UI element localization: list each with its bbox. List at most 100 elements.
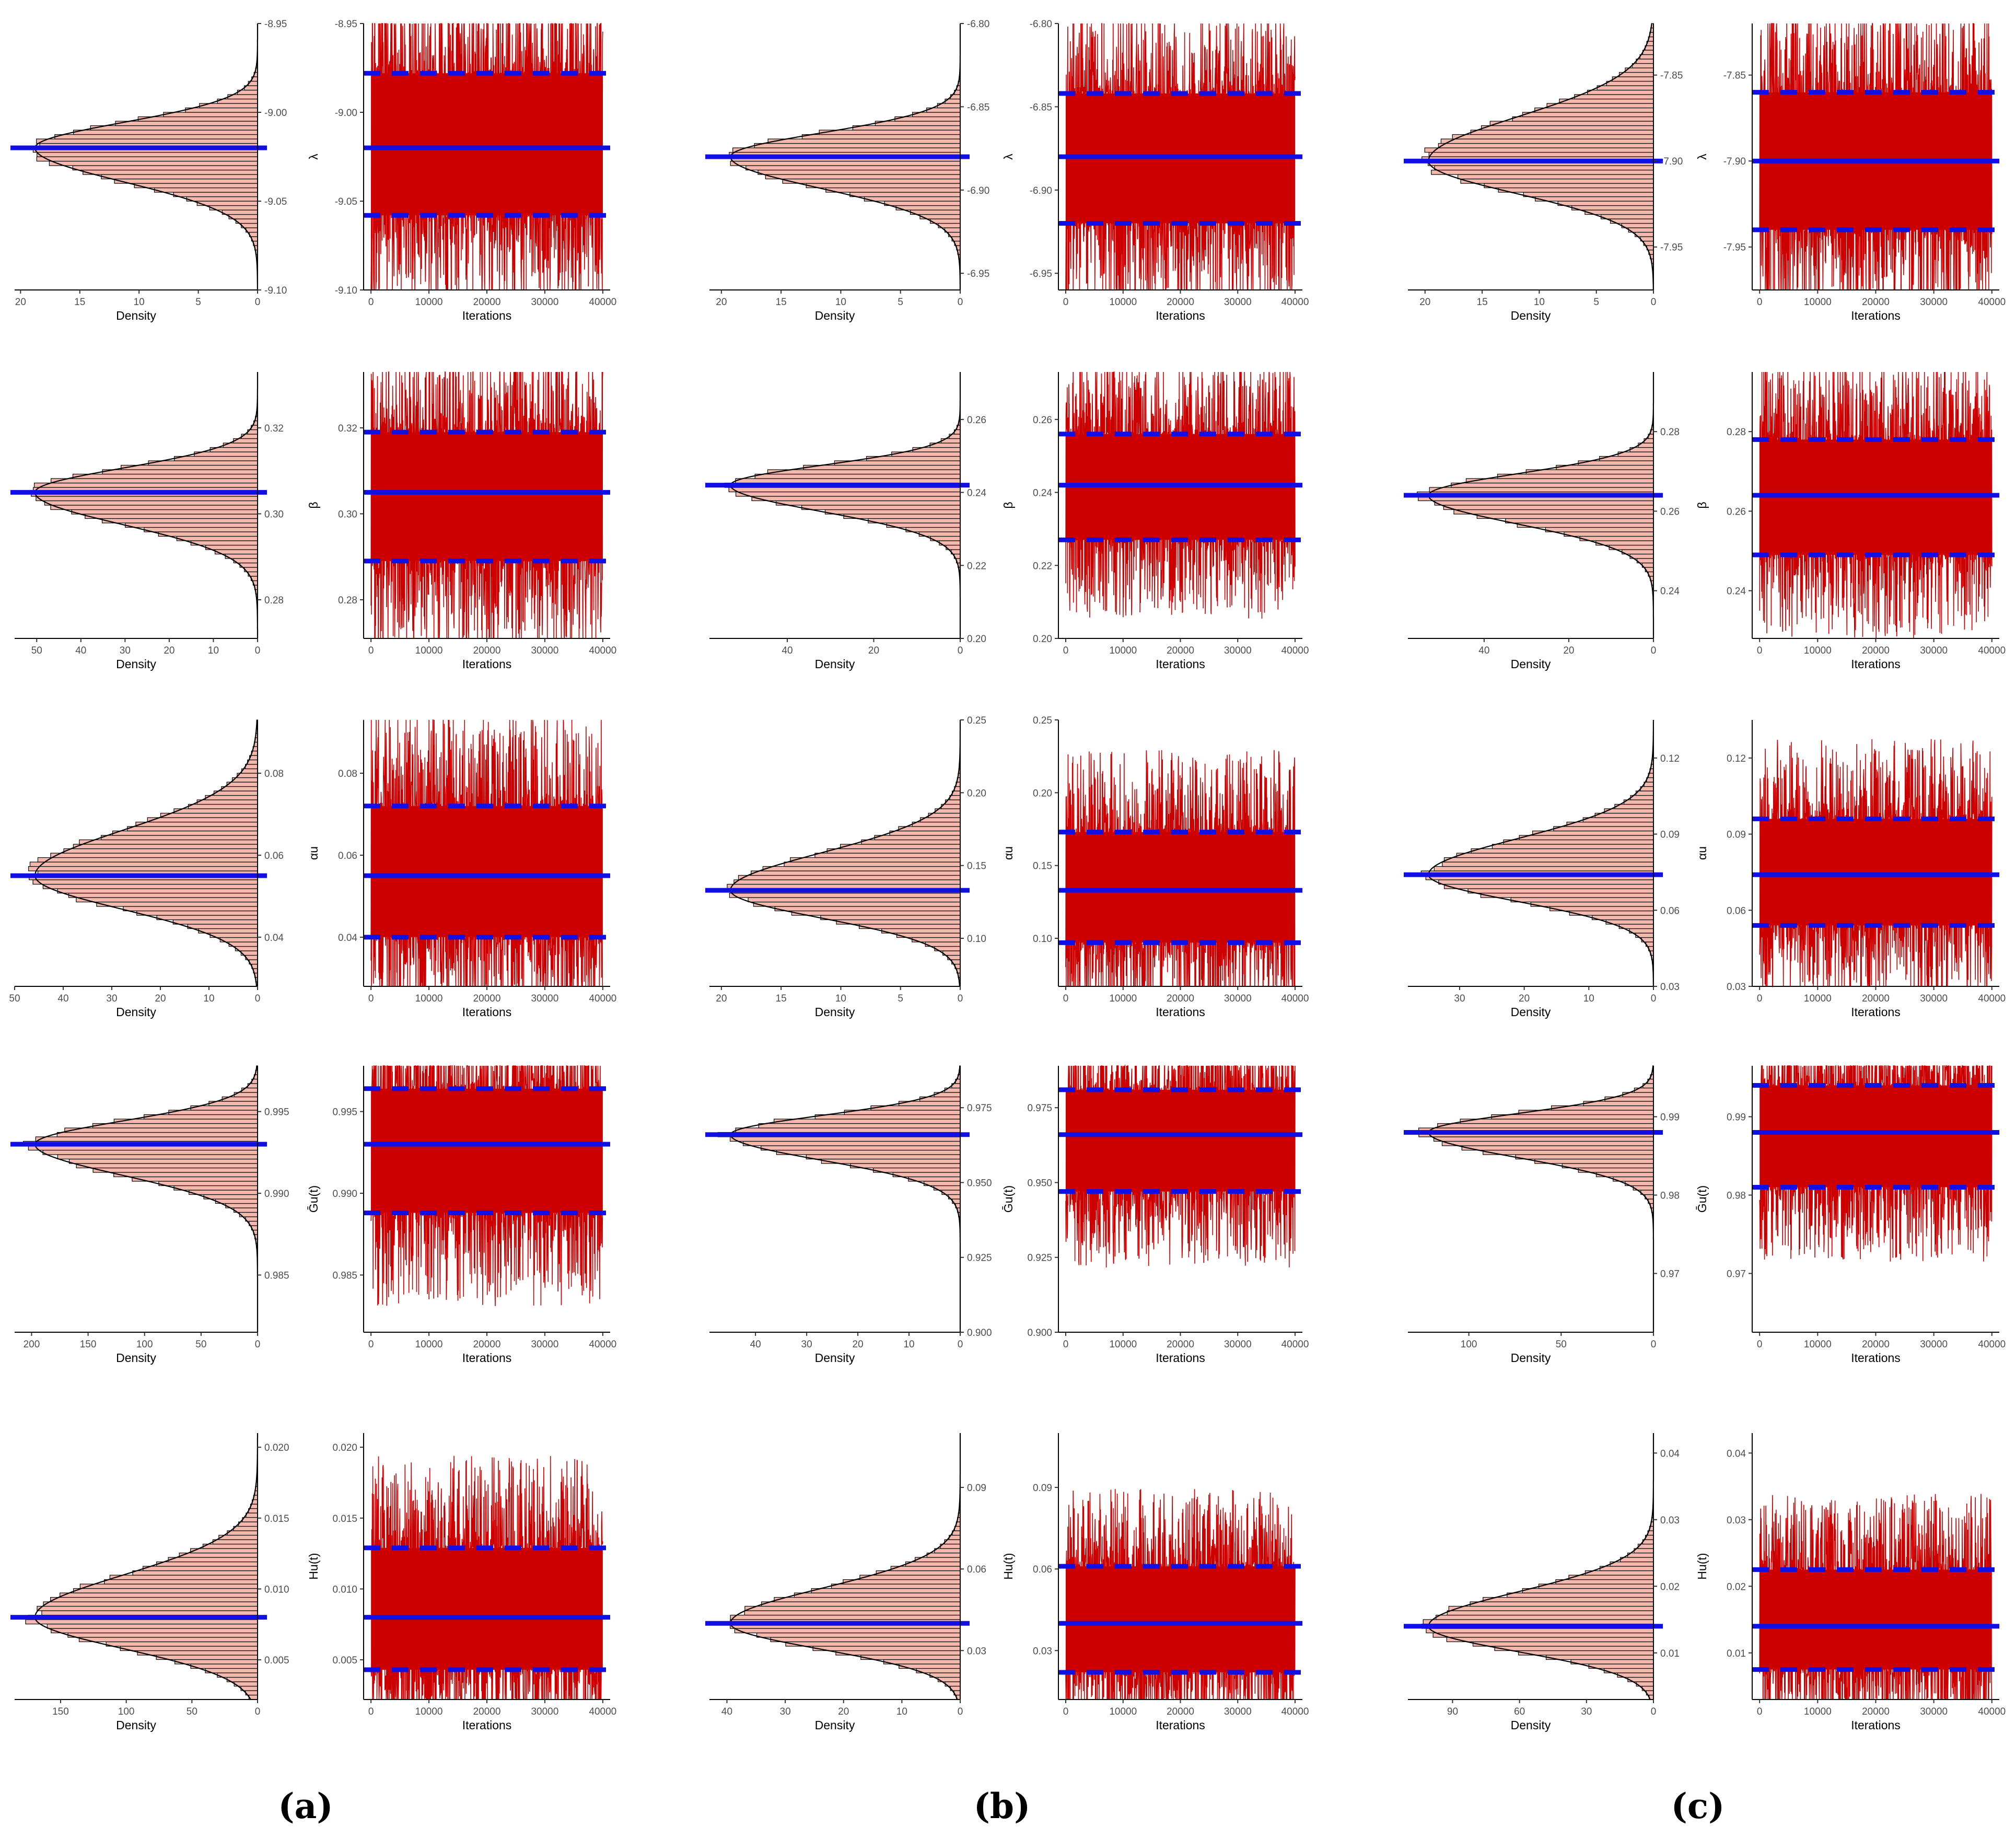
hist-bar	[1507, 1592, 1654, 1598]
hist-bar	[944, 227, 961, 233]
hist-bar	[1512, 116, 1654, 122]
trace-x-tick-label: 10000	[1109, 993, 1137, 1004]
hist-bar	[753, 901, 961, 907]
density-curve	[34, 372, 259, 638]
hist-bar	[1525, 469, 1654, 475]
trace-y-tick-label: 0.99	[1727, 1112, 1746, 1123]
hist-bar	[113, 1172, 258, 1178]
density-y-tick-label: 0.09	[1660, 830, 1680, 841]
density-x-tick-label: 20	[1563, 645, 1574, 656]
density-y-tick-label: 0.06	[264, 851, 284, 862]
trace-line	[1759, 1064, 1992, 1262]
trace-x-tick-label: 30000	[1224, 993, 1252, 1004]
trace-x-tick-label: 0	[1757, 1706, 1763, 1717]
hist-bar	[1491, 1114, 1654, 1120]
trace-y-tick-label: 0.30	[338, 509, 357, 520]
density-plot: 0.04 0.03 0.02 0.01 90 60 30 0 Density	[1404, 1433, 1680, 1732]
trace-y-tick-label: 0.20	[1033, 634, 1052, 645]
hist-bar	[1636, 59, 1654, 64]
trace-y-tick-label: 0.03	[1727, 1515, 1746, 1526]
hist-bar	[72, 165, 258, 171]
density-y-tick-label: -9.00	[264, 108, 287, 119]
trace-y-tick-label: 0.26	[1033, 415, 1052, 426]
hist-bar	[50, 505, 258, 510]
density-y-tick-label: 0.06	[1660, 905, 1680, 916]
trace-y-tick-label: 0.26	[1727, 506, 1746, 517]
hist-bar	[1555, 1579, 1654, 1585]
hist-bar	[835, 1650, 961, 1656]
hist-bar	[803, 464, 961, 470]
hist-bar	[1452, 134, 1654, 139]
trace-x-tick-label: 40000	[1281, 297, 1309, 308]
trace-y-tick-label: -9.10	[335, 285, 357, 296]
density-x-tick-label: 0	[255, 645, 261, 656]
density-x-tick-label: 20	[853, 1339, 864, 1350]
hist-bar	[735, 478, 961, 484]
density-y-tick-label: 0.950	[967, 1178, 992, 1189]
hist-bar	[68, 1158, 258, 1164]
hist-bar	[233, 1526, 258, 1531]
hist-bar	[101, 835, 258, 841]
trace-y-tick-label: 0.98	[1727, 1191, 1746, 1202]
density-plot: 0.28 0.26 0.24 40 20 0 Density	[1404, 372, 1680, 671]
trace-x-tick-label: 30000	[1224, 1339, 1252, 1350]
trace-y-tick-label: 0.10	[1033, 934, 1052, 945]
trace-x-tick-label: 0	[1757, 297, 1763, 308]
hist-bar	[881, 928, 961, 934]
hist-bar	[765, 174, 961, 180]
density-x-tick-label: 20	[868, 645, 879, 656]
trace-y-tick-label: -6.95	[1030, 269, 1052, 280]
hist-bar	[730, 1614, 961, 1620]
hist-bar	[1443, 857, 1654, 863]
trace-x-tick-label: 30000	[1920, 645, 1948, 656]
hist-bar	[154, 187, 258, 193]
trace-line	[370, 1065, 603, 1306]
density-y-tick-label: 0.32	[264, 423, 284, 434]
hist-bar	[730, 1136, 961, 1142]
density-x-tick-label: 40	[750, 1339, 761, 1350]
trace-x-tick-label: 10000	[1804, 993, 1832, 1004]
hist-bar	[56, 1132, 258, 1137]
trace-x-tick-label: 10000	[1109, 1339, 1137, 1350]
hist-bar	[189, 1190, 258, 1195]
hist-bar	[1639, 54, 1654, 60]
trace-x-tick-label: 10000	[1804, 645, 1832, 656]
trace-x-tick-label: 10000	[1804, 297, 1832, 308]
plot-pair-p2r0: -7.85 -7.90 -7.95 20 15 10 5 0 Density -7.85 -7.90…	[1404, 23, 2006, 322]
trace-plot: 0.25 0.20 0.15 0.10 0 10000 20000 30000 40000 Ite…	[1001, 715, 1309, 1019]
trace-x-label: Iterations	[1156, 1351, 1205, 1365]
hist-bar	[43, 1601, 258, 1607]
hist-bar	[215, 1198, 258, 1204]
trace-y-label: λ	[1695, 154, 1709, 160]
density-y-tick-label: 0.26	[1660, 506, 1680, 517]
trace-y-tick-label: 0.09	[1033, 1483, 1052, 1494]
trace-x-tick-label: 30000	[531, 1706, 558, 1717]
hist-bar	[926, 1552, 961, 1558]
hist-bar	[928, 812, 961, 818]
trace-y-tick-label: 0.975	[1027, 1103, 1052, 1114]
density-y-tick-label: 0.015	[264, 1514, 289, 1524]
trace-y-tick-label: -9.00	[335, 108, 357, 119]
hist-bar	[143, 1566, 258, 1572]
hist-bar	[37, 1605, 258, 1611]
hist-bar	[79, 839, 258, 845]
trace-x-tick-label: 0	[368, 1339, 374, 1350]
trace-y-label: αu	[307, 846, 320, 860]
density-plot: 0.995 0.990 0.985 200 150 100 50 0 Density	[10, 1065, 289, 1365]
density-x-label: Density	[116, 1351, 156, 1365]
density-x-tick-label: 30	[120, 645, 131, 656]
density-x-tick-label: 50	[187, 1706, 197, 1717]
hist-bar	[185, 107, 258, 113]
trace-x-label: Iterations	[1851, 309, 1901, 322]
hist-bar	[168, 1110, 258, 1115]
hist-bar	[794, 1592, 961, 1598]
trace-x-tick-label: 0	[1063, 993, 1069, 1004]
density-x-tick-label: 10	[203, 993, 214, 1004]
density-x-tick-label: 10	[835, 297, 846, 308]
hist-bar	[173, 192, 258, 197]
hist-bar	[190, 1548, 258, 1554]
hist-bar	[101, 518, 258, 523]
